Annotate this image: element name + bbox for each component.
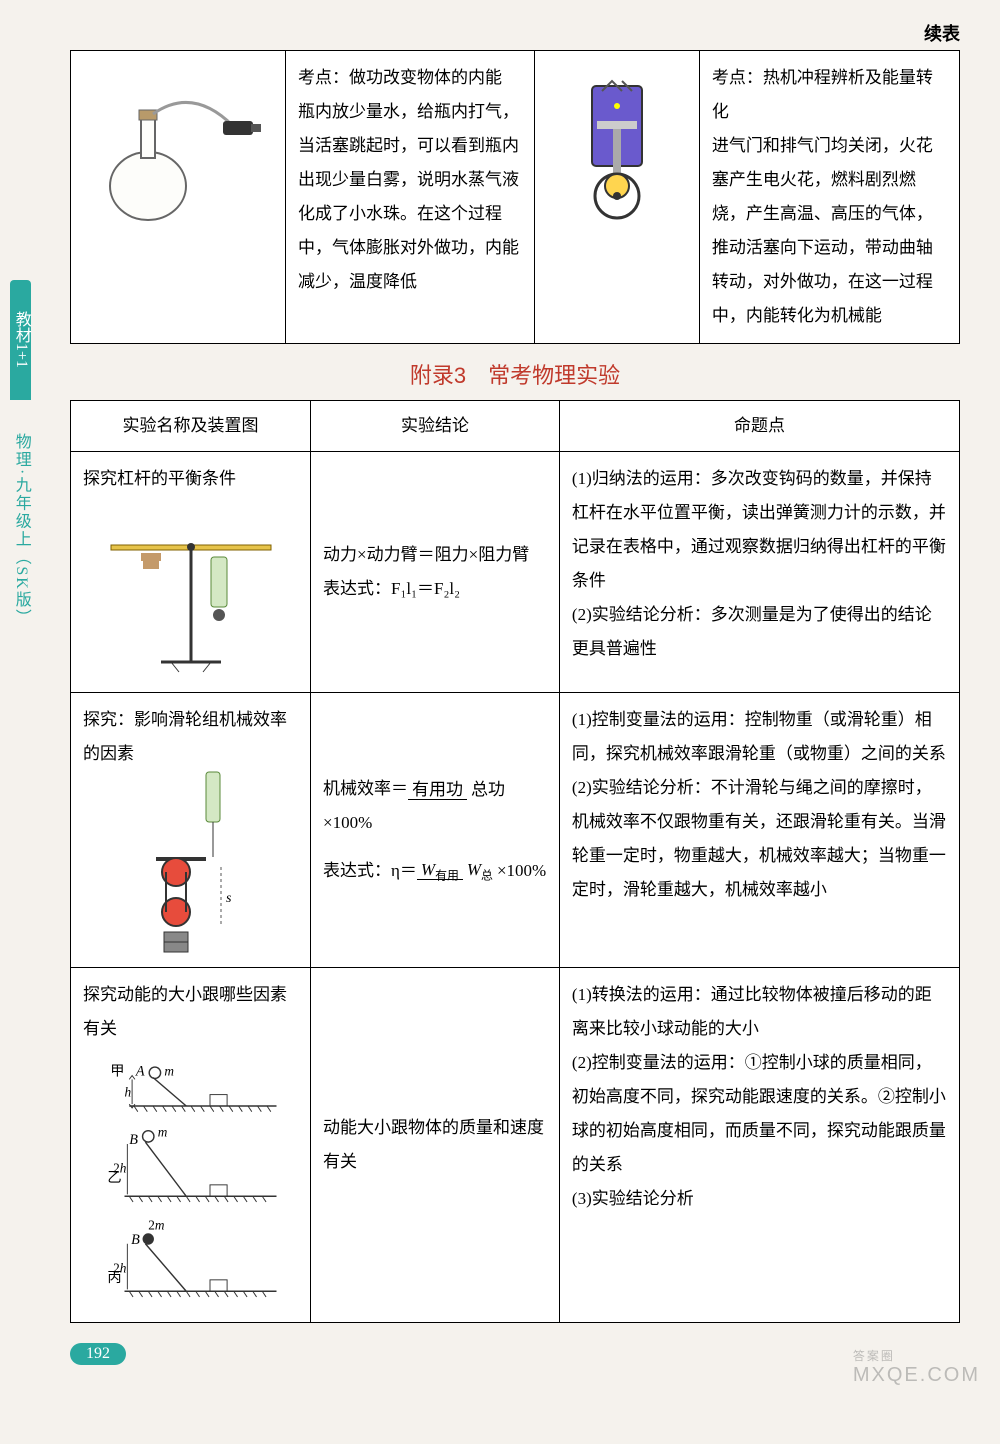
- exp-name-cell: 探究动能的大小跟哪些因素有关 甲 A m h: [71, 968, 311, 1323]
- denominator: W总: [463, 860, 497, 879]
- numerator: WW有用有用: [417, 860, 463, 880]
- svg-text:m: m: [164, 1064, 174, 1079]
- col-header-points: 命题点: [559, 401, 959, 452]
- conclusion-line: 表达式：F₁l₁＝F₂l₂: [323, 572, 547, 606]
- page-number: 192: [70, 1343, 126, 1365]
- svg-text:2m: 2m: [148, 1218, 165, 1233]
- engine-diagram: [557, 66, 677, 236]
- fraction: WW有用有用W总: [417, 861, 497, 882]
- exp-name: 探究动能的大小跟哪些因素有关: [83, 978, 298, 1046]
- watermark-big: MXQE.COM: [853, 1364, 980, 1386]
- formula-tail: ×100%: [497, 861, 546, 880]
- svg-text:A: A: [134, 1064, 144, 1080]
- svg-text:2h: 2h: [113, 1260, 127, 1275]
- col-header-name: 实验名称及装置图: [71, 401, 311, 452]
- formula-line: 表达式：η＝WW有用有用W总×100%: [323, 854, 547, 888]
- header-row: 实验名称及装置图 实验结论 命题点: [71, 401, 960, 452]
- conclusion-cell: 机械效率＝有用功总功×100% 表达式：η＝WW有用有用W总×100%: [311, 693, 560, 968]
- formula-tail: ×100%: [323, 813, 372, 832]
- flask-diagram-cell: [71, 51, 286, 344]
- side-tab-top: 教材1+1: [10, 280, 31, 400]
- points-cell: (1)控制变量法的运用：控制物重（或滑轮重）相同，探究机械效率跟滑轮重（或物重）…: [559, 693, 959, 968]
- formula-lhs: 机械效率＝: [323, 779, 408, 798]
- formula-lhs: 表达式：η＝: [323, 861, 417, 880]
- lever-diagram: [101, 507, 281, 677]
- kinetic-energy-diagram: 甲 A m h 乙 B: [96, 1052, 286, 1312]
- side-tab-bottom: 物理·九年级上（SK版）: [10, 400, 31, 660]
- table-row: 考点：做功改变物体的内能 瓶内放少量水，给瓶内打气，当活塞跳起时，可以看到瓶内出…: [71, 51, 960, 344]
- points-cell: (1)转换法的运用：通过比较物体被撞后移动的距离来比较小球动能的大小 (2)控制…: [559, 968, 959, 1323]
- flask-pump-diagram: [93, 66, 263, 236]
- points-cell: (1)归纳法的运用：多次改变钩码的数量，并保持杠杆在水平位置平衡，读出弹簧测力计…: [559, 452, 959, 693]
- numerator: 有用功: [408, 780, 467, 800]
- top-table: 考点：做功改变物体的内能 瓶内放少量水，给瓶内打气，当活塞跳起时，可以看到瓶内出…: [70, 50, 960, 344]
- flask-text: 考点：做功改变物体的内能 瓶内放少量水，给瓶内打气，当活塞跳起时，可以看到瓶内出…: [286, 51, 535, 344]
- svg-text:h: h: [124, 1085, 131, 1100]
- conclusion-cell: 动力×动力臂＝阻力×阻力臂 表达式：F₁l₁＝F₂l₂: [311, 452, 560, 693]
- denominator: 总功: [467, 780, 509, 799]
- formula-line: 机械效率＝有用功总功 ×100%: [323, 772, 547, 840]
- table-row: 探究：影响滑轮组机械效率的因素 s: [71, 693, 960, 968]
- experiments-table: 实验名称及装置图 实验结论 命题点 探究杠杆的平衡条件: [70, 400, 960, 1323]
- side-tab: 教材1+1 物理·九年级上（SK版）: [10, 280, 46, 660]
- svg-text:B: B: [131, 1232, 140, 1248]
- table-row: 探究杠杆的平衡条件: [71, 452, 960, 693]
- exp-name: 探究：影响滑轮组机械效率的因素: [83, 703, 298, 771]
- conclusion-line: 动力×动力臂＝阻力×阻力臂: [323, 538, 547, 572]
- fraction: 有用功总功: [408, 781, 509, 800]
- svg-text:m: m: [157, 1124, 167, 1139]
- conclusion-cell: 动能大小跟物体的质量和速度有关: [311, 968, 560, 1323]
- watermark: 答案圈 MXQE.COM: [853, 1347, 980, 1387]
- engine-diagram-cell: [534, 51, 699, 344]
- engine-text: 考点：热机冲程辨析及能量转化 进气门和排气门均关闭，火花塞产生电火花，燃料剧烈燃…: [699, 51, 959, 344]
- exp-name-cell: 探究杠杆的平衡条件: [71, 452, 311, 693]
- section-title: 附录3 常考物理实验: [70, 358, 960, 390]
- table-row: 探究动能的大小跟哪些因素有关 甲 A m h: [71, 968, 960, 1323]
- col-header-conclusion: 实验结论: [311, 401, 560, 452]
- exp-name: 探究杠杆的平衡条件: [83, 462, 298, 496]
- watermark-small: 答案圈: [853, 1347, 980, 1364]
- svg-text:2h: 2h: [113, 1161, 127, 1176]
- continue-label: 续表: [70, 20, 960, 46]
- svg-text:B: B: [129, 1132, 138, 1148]
- exp-name-cell: 探究：影响滑轮组机械效率的因素 s: [71, 693, 311, 968]
- pulley-diagram: s: [116, 767, 266, 967]
- svg-text:甲: 甲: [110, 1064, 124, 1080]
- svg-text:s: s: [226, 891, 232, 906]
